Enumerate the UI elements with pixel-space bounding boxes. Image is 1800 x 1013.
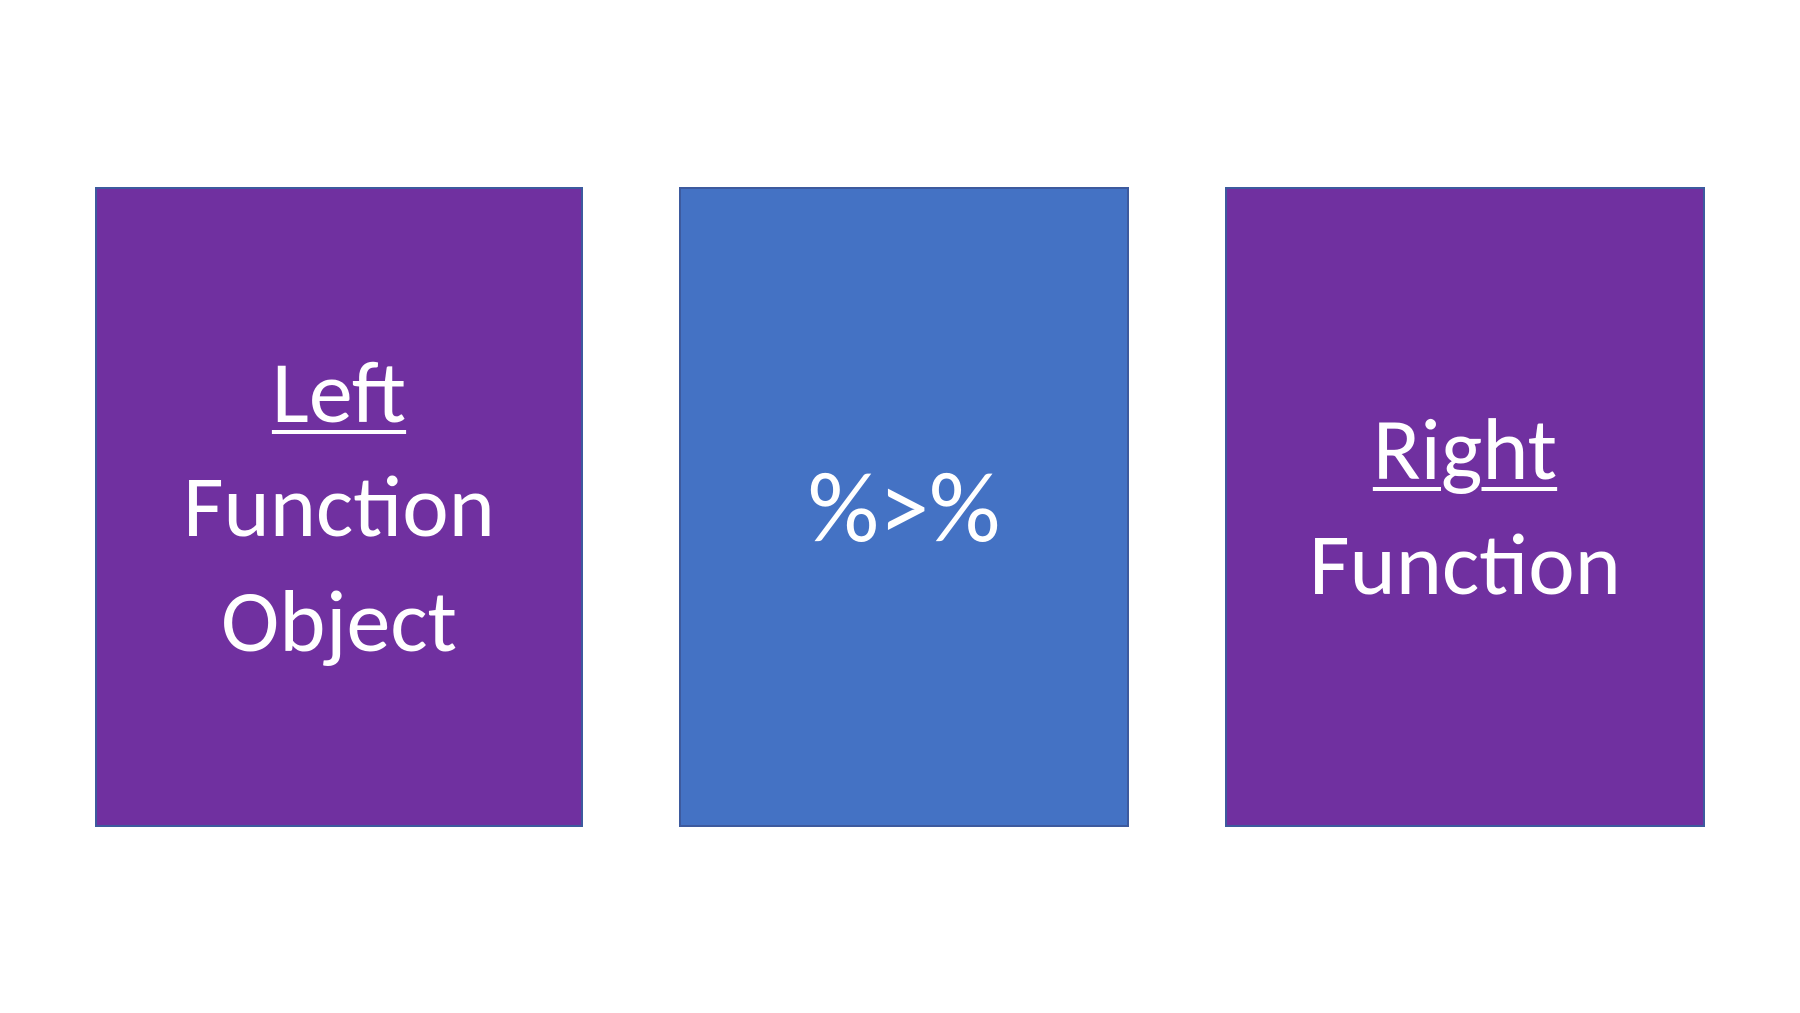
left-line1: Function [183, 449, 495, 563]
left-title: Left [272, 335, 406, 449]
diagram-container: Left Function Object %>% Right Function [95, 187, 1705, 827]
left-line2: Object [221, 564, 457, 678]
right-box: Right Function [1225, 187, 1705, 827]
middle-box: %>% [679, 187, 1129, 827]
right-title: Right [1373, 392, 1557, 506]
left-box: Left Function Object [95, 187, 583, 827]
right-line1: Function [1309, 507, 1621, 621]
pipe-operator: %>% [808, 446, 1001, 568]
